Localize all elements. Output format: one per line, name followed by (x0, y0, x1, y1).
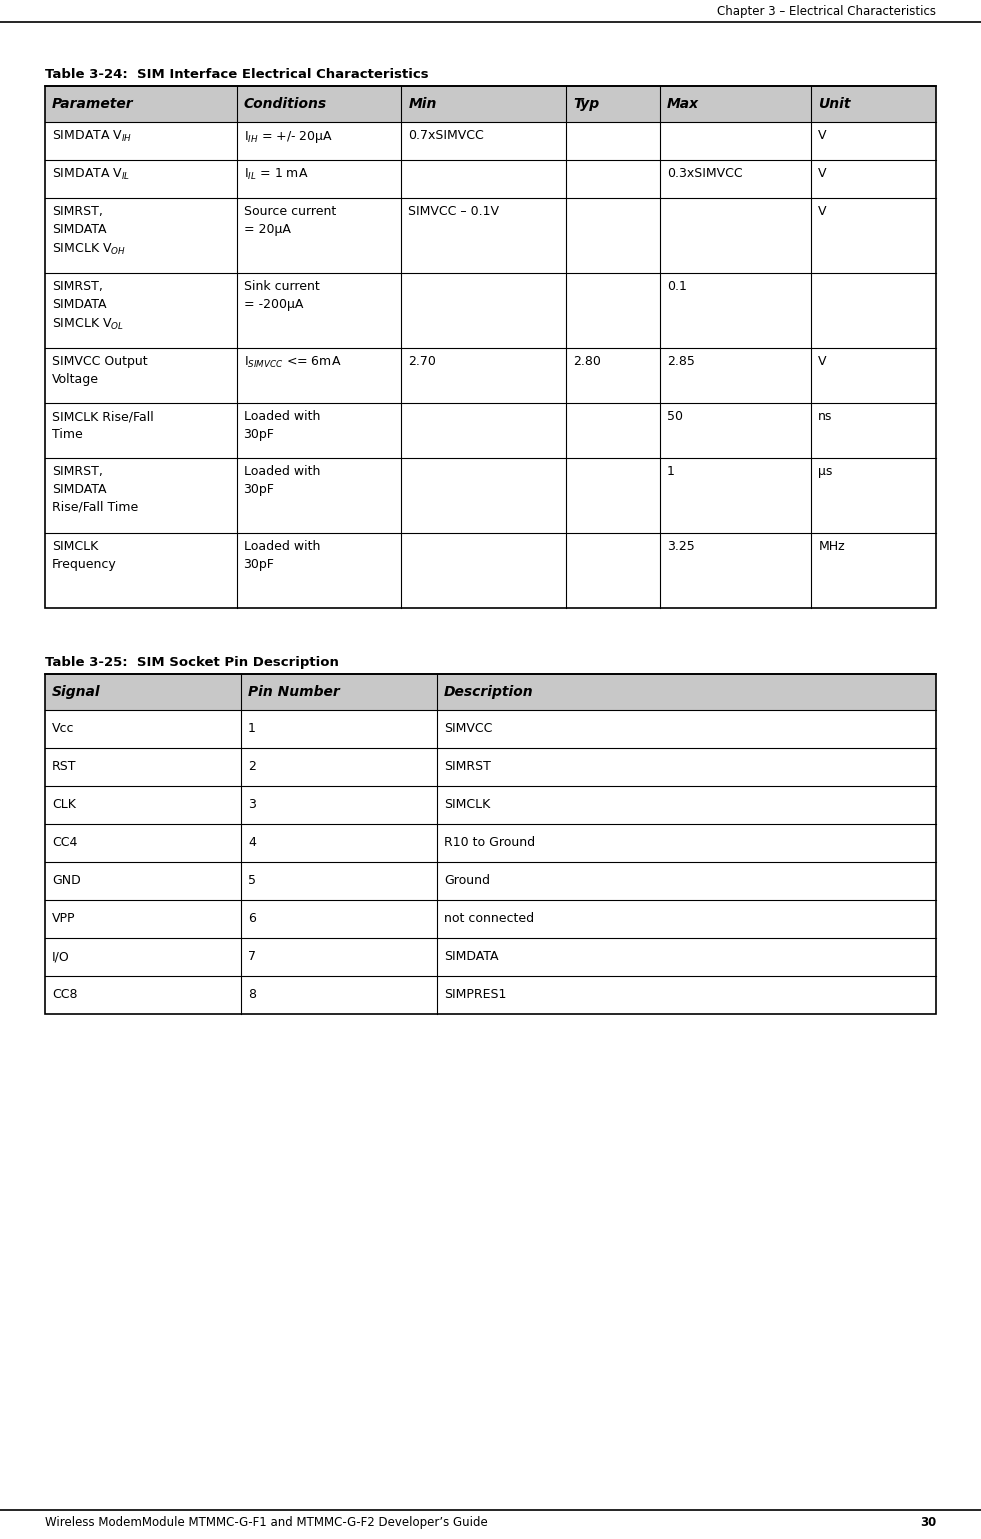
Text: SIMCLK
Frequency: SIMCLK Frequency (52, 540, 117, 571)
Text: SIMRST,
SIMDATA
Rise/Fall Time: SIMRST, SIMDATA Rise/Fall Time (52, 465, 138, 514)
Text: 3: 3 (248, 799, 256, 811)
Text: SIMVCC – 0.1V: SIMVCC – 0.1V (408, 205, 499, 219)
Text: SIMDATA V$_{IH}$: SIMDATA V$_{IH}$ (52, 129, 132, 145)
Text: SIMCLK: SIMCLK (444, 799, 490, 811)
Bar (45, 348, 936, 403)
Text: CC8: CC8 (52, 988, 77, 1002)
Text: Parameter: Parameter (52, 97, 133, 111)
Text: Chapter 3 – Electrical Characteristics: Chapter 3 – Electrical Characteristics (717, 5, 936, 18)
Text: SIMRST: SIMRST (444, 760, 490, 774)
Text: CLK: CLK (52, 799, 76, 811)
Text: 0.7xSIMVCC: 0.7xSIMVCC (408, 129, 485, 142)
Text: 1: 1 (248, 722, 256, 736)
Text: Loaded with
30pF: Loaded with 30pF (243, 540, 320, 571)
Text: Pin Number: Pin Number (248, 685, 339, 699)
Text: 3.25: 3.25 (667, 540, 695, 553)
Text: VPP: VPP (52, 913, 76, 925)
Text: Min: Min (408, 97, 437, 111)
Text: Wireless ModemModule MTMMC-G-F1 and MTMMC-G-F2 Developer’s Guide: Wireless ModemModule MTMMC-G-F1 and MTMM… (45, 1516, 488, 1530)
Text: Description: Description (444, 685, 534, 699)
Bar (45, 976, 936, 1014)
Bar (45, 862, 936, 900)
Bar (45, 86, 936, 608)
Text: GND: GND (52, 874, 80, 888)
Text: 8: 8 (248, 988, 256, 1002)
Text: V: V (818, 356, 827, 368)
Text: CC4: CC4 (52, 837, 77, 850)
Text: Vcc: Vcc (52, 722, 75, 736)
Bar (45, 937, 936, 976)
Text: Ground: Ground (444, 874, 490, 888)
Text: SIMRST,
SIMDATA
SIMCLK V$_{OL}$: SIMRST, SIMDATA SIMCLK V$_{OL}$ (52, 280, 125, 331)
Text: V: V (818, 168, 827, 180)
Bar (45, 199, 936, 272)
Text: I$_{IH}$ = +/- 20μA: I$_{IH}$ = +/- 20μA (243, 129, 333, 145)
Bar (45, 786, 936, 823)
Text: Source current
= 20μA: Source current = 20μA (243, 205, 336, 235)
Bar (45, 748, 936, 786)
Text: 30: 30 (920, 1516, 936, 1530)
Text: 4: 4 (248, 837, 256, 850)
Text: Typ: Typ (573, 97, 599, 111)
Bar (45, 122, 936, 160)
Text: 6: 6 (248, 913, 256, 925)
Bar (45, 532, 936, 608)
Bar (45, 272, 936, 348)
Text: Table 3-25:  SIM Socket Pin Description: Table 3-25: SIM Socket Pin Description (45, 656, 338, 669)
Text: RST: RST (52, 760, 77, 774)
Text: 2.85: 2.85 (667, 356, 695, 368)
Text: Signal: Signal (52, 685, 101, 699)
Text: 7: 7 (248, 951, 256, 963)
Text: V: V (818, 129, 827, 142)
Text: I$_{SIMVCC}$ <= 6mA: I$_{SIMVCC}$ <= 6mA (243, 356, 341, 369)
Text: SIMPRES1: SIMPRES1 (444, 988, 506, 1002)
Text: Sink current
= -200μA: Sink current = -200μA (243, 280, 319, 311)
Text: Table 3-24:  SIM Interface Electrical Characteristics: Table 3-24: SIM Interface Electrical Cha… (45, 68, 429, 82)
Text: ns: ns (818, 409, 833, 423)
Bar (45, 459, 936, 532)
Text: Max: Max (667, 97, 698, 111)
Bar (45, 86, 936, 122)
Text: I$_{IL}$ = 1 mA: I$_{IL}$ = 1 mA (243, 168, 308, 182)
Text: Conditions: Conditions (243, 97, 327, 111)
Text: Unit: Unit (818, 97, 851, 111)
Text: 0.3xSIMVCC: 0.3xSIMVCC (667, 168, 743, 180)
Bar (45, 823, 936, 862)
Text: SIMCLK Rise/Fall
Time: SIMCLK Rise/Fall Time (52, 409, 154, 442)
Text: SIMDATA V$_{IL}$: SIMDATA V$_{IL}$ (52, 168, 130, 182)
Text: SIMDATA: SIMDATA (444, 951, 498, 963)
Text: SIMVCC: SIMVCC (444, 722, 492, 736)
Bar (45, 674, 936, 709)
Text: R10 to Ground: R10 to Ground (444, 837, 536, 850)
Text: 0.1: 0.1 (667, 280, 687, 292)
Text: V: V (818, 205, 827, 219)
Text: SIMRST,
SIMDATA
SIMCLK V$_{OH}$: SIMRST, SIMDATA SIMCLK V$_{OH}$ (52, 205, 127, 257)
Bar (45, 403, 936, 459)
Text: 2.80: 2.80 (573, 356, 601, 368)
Text: 2: 2 (248, 760, 256, 774)
Text: SIMVCC Output
Voltage: SIMVCC Output Voltage (52, 356, 147, 386)
Text: MHz: MHz (818, 540, 845, 553)
Text: not connected: not connected (444, 913, 535, 925)
Bar (45, 709, 936, 748)
Bar (45, 674, 936, 1014)
Text: 1: 1 (667, 465, 675, 479)
Text: I/O: I/O (52, 951, 70, 963)
Text: 50: 50 (667, 409, 683, 423)
Text: Loaded with
30pF: Loaded with 30pF (243, 409, 320, 442)
Text: 2.70: 2.70 (408, 356, 437, 368)
Text: 5: 5 (248, 874, 256, 888)
Text: μs: μs (818, 465, 833, 479)
Bar (45, 900, 936, 937)
Bar (45, 160, 936, 199)
Text: Loaded with
30pF: Loaded with 30pF (243, 465, 320, 496)
